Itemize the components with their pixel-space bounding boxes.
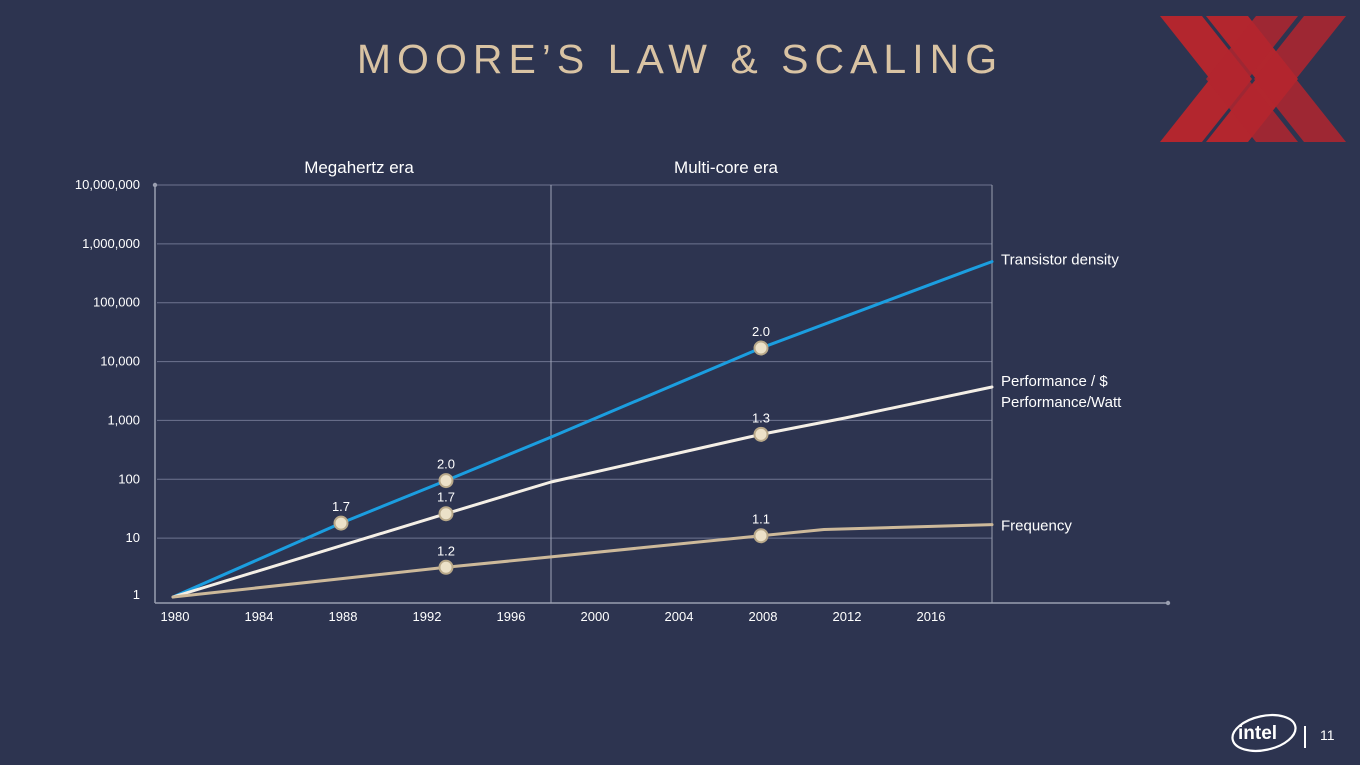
data-point-marker	[753, 528, 769, 544]
data-point-label: 1.7	[437, 490, 455, 505]
data-point-marker	[333, 515, 349, 531]
x-axis-end-dot	[1165, 600, 1171, 606]
series-label: Frequency	[1001, 518, 1072, 535]
data-point-marker	[438, 473, 454, 489]
intel-logo-icon: intel	[1231, 713, 1297, 753]
y-tick-label: 100	[118, 471, 140, 486]
x-tick-label: 2008	[749, 609, 778, 624]
y-tick-label: 10	[126, 530, 140, 545]
series-line	[171, 260, 994, 599]
x-tick-label: 1992	[413, 609, 442, 624]
series-label: Performance / $	[1001, 373, 1108, 390]
series-label: Transistor density	[1001, 252, 1119, 269]
data-point-marker	[753, 340, 769, 356]
y-tick-label: 100,000	[93, 295, 140, 310]
y-tick-label: 10,000,000	[75, 177, 140, 192]
data-point-label: 2.0	[752, 324, 770, 339]
data-point-label: 1.3	[752, 410, 770, 425]
x-tick-label: 2016	[917, 609, 946, 624]
slide-title: MOORE’S LAW & SCALING	[356, 36, 1004, 82]
page-number: 11	[1320, 727, 1335, 743]
y-tick-label: 1,000,000	[82, 236, 140, 251]
y-axis-end-dot	[152, 182, 158, 188]
series-line	[171, 523, 994, 599]
svg-text:intel: intel	[1238, 723, 1277, 744]
x-tick-label: 1984	[245, 609, 274, 624]
data-point-label: 2.0	[437, 457, 455, 472]
y-tick-label: 1,000	[107, 412, 140, 427]
data-point-marker	[438, 559, 454, 575]
y-tick-label: 1	[133, 587, 140, 602]
data-point-label: 1.7	[332, 499, 350, 514]
data-point-label: 1.1	[752, 512, 770, 527]
x-tick-label: 2000	[581, 609, 610, 624]
page-separator	[1304, 726, 1306, 748]
x-tick-label: 2012	[833, 609, 862, 624]
data-point-marker	[438, 506, 454, 522]
x-tick-label: 1980	[161, 609, 190, 624]
data-point-label: 1.2	[437, 543, 455, 558]
xx-logo-icon	[1160, 16, 1346, 142]
era-label: Megahertz era	[304, 158, 414, 177]
data-point-marker	[753, 426, 769, 442]
series-label: Performance/Watt	[1001, 394, 1122, 411]
y-tick-label: 10,000	[100, 354, 140, 369]
x-tick-label: 1996	[497, 609, 526, 624]
series-line	[171, 385, 994, 599]
x-tick-label: 1988	[329, 609, 358, 624]
x-tick-label: 2004	[665, 609, 694, 624]
era-label: Multi-core era	[674, 158, 778, 177]
